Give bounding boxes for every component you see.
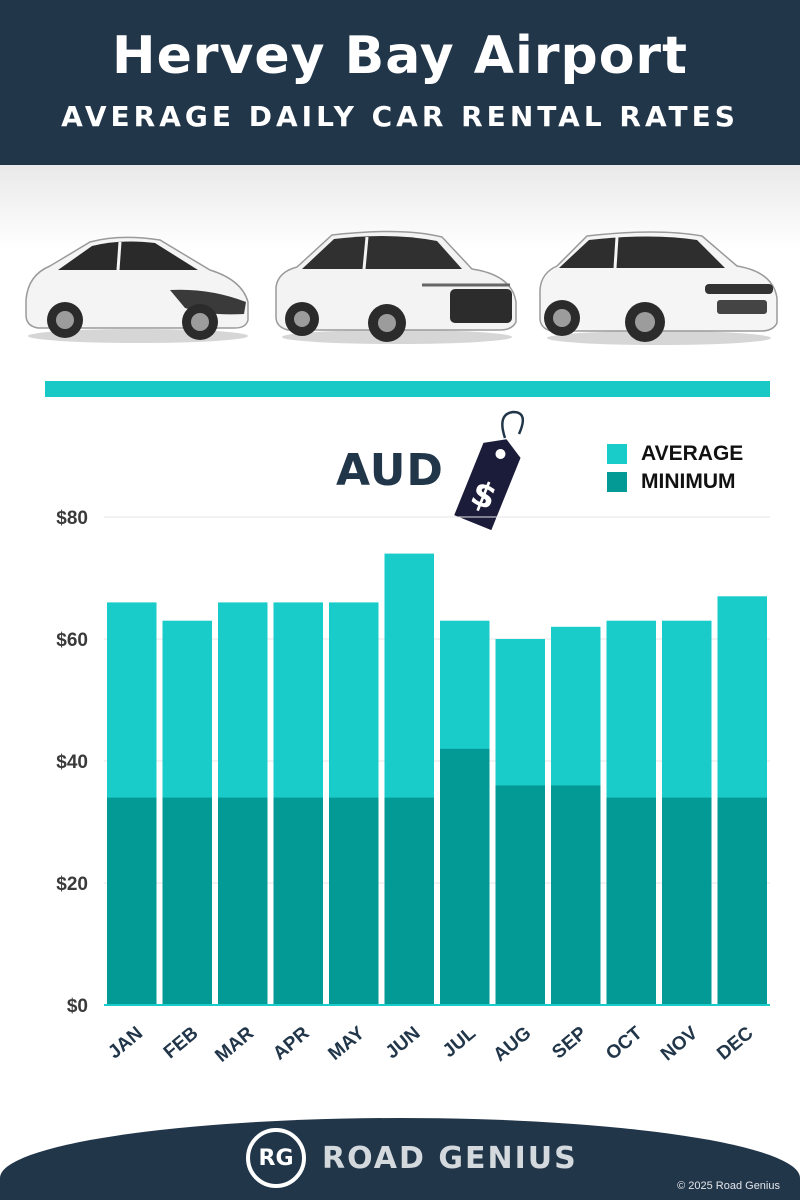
x-tick-label: JUL [439,1022,480,1061]
currency-label: AUD [336,445,444,496]
bar-minimum [162,797,212,1005]
car-image-strip [0,165,800,375]
bar-minimum [273,797,323,1005]
bar-minimum [495,785,545,1005]
page-subtitle: AVERAGE DAILY CAR RENTAL RATES [61,100,739,133]
brand-name: ROAD GENIUS [322,1140,578,1176]
y-tick-label: $60 [56,630,88,651]
legend-label-minimum: MINIMUM [641,470,736,493]
x-tick-label: FEB [160,1023,203,1064]
legend-swatch-average [607,444,627,464]
legend: AVERAGE MINIMUM [607,440,743,496]
bar-minimum [606,797,656,1005]
price-tag-icon: $ [454,410,525,531]
x-tick-label: OCT [602,1022,647,1064]
x-tick-label: NOV [657,1023,702,1066]
x-tick-label: JUN [382,1023,425,1064]
y-tick-label: $20 [56,874,88,895]
divider-bar [45,381,770,397]
x-tick-label: MAR [211,1023,258,1067]
y-tick-label: $80 [56,508,88,529]
bar-minimum [218,797,268,1005]
luxury-suv-car-image [539,231,778,345]
legend-swatch-minimum [607,472,627,492]
suv-car-image [275,230,517,344]
hatchback-car-image [25,236,249,343]
bar-minimum [717,797,767,1005]
x-tick-label: AUG [490,1023,536,1066]
x-tick-label: APR [269,1023,313,1065]
header-banner: Hervey Bay Airport AVERAGE DAILY CAR REN… [0,0,800,165]
bar-minimum [440,748,490,1005]
legend-item-average: AVERAGE [607,440,743,468]
legend-label-average: AVERAGE [641,442,744,465]
bar-minimum [107,797,157,1005]
x-tick-label: SEP [548,1023,591,1064]
x-tick-label: MAY [324,1023,369,1065]
brand-logo: RG ROAD GENIUS [246,1128,578,1188]
bar-minimum [551,785,601,1005]
x-tick-label: DEC [713,1023,757,1065]
y-tick-label: $40 [56,752,88,773]
bar-minimum [662,797,712,1005]
legend-item-minimum: MINIMUM [607,468,743,496]
bar-minimum [384,797,434,1005]
page-title: Hervey Bay Airport [112,26,688,86]
copyright-text: © 2025 Road Genius [677,1180,780,1192]
logo-badge: RG [246,1128,306,1188]
rental-rate-bar-chart: $0 $20 $40 $60 $80 JAN FEB MAR APR MAY JUN JUL AUG SE… [56,508,770,1067]
y-tick-label: $0 [67,996,88,1017]
x-tick-label: JAN [104,1023,147,1064]
bar-minimum [329,797,379,1005]
